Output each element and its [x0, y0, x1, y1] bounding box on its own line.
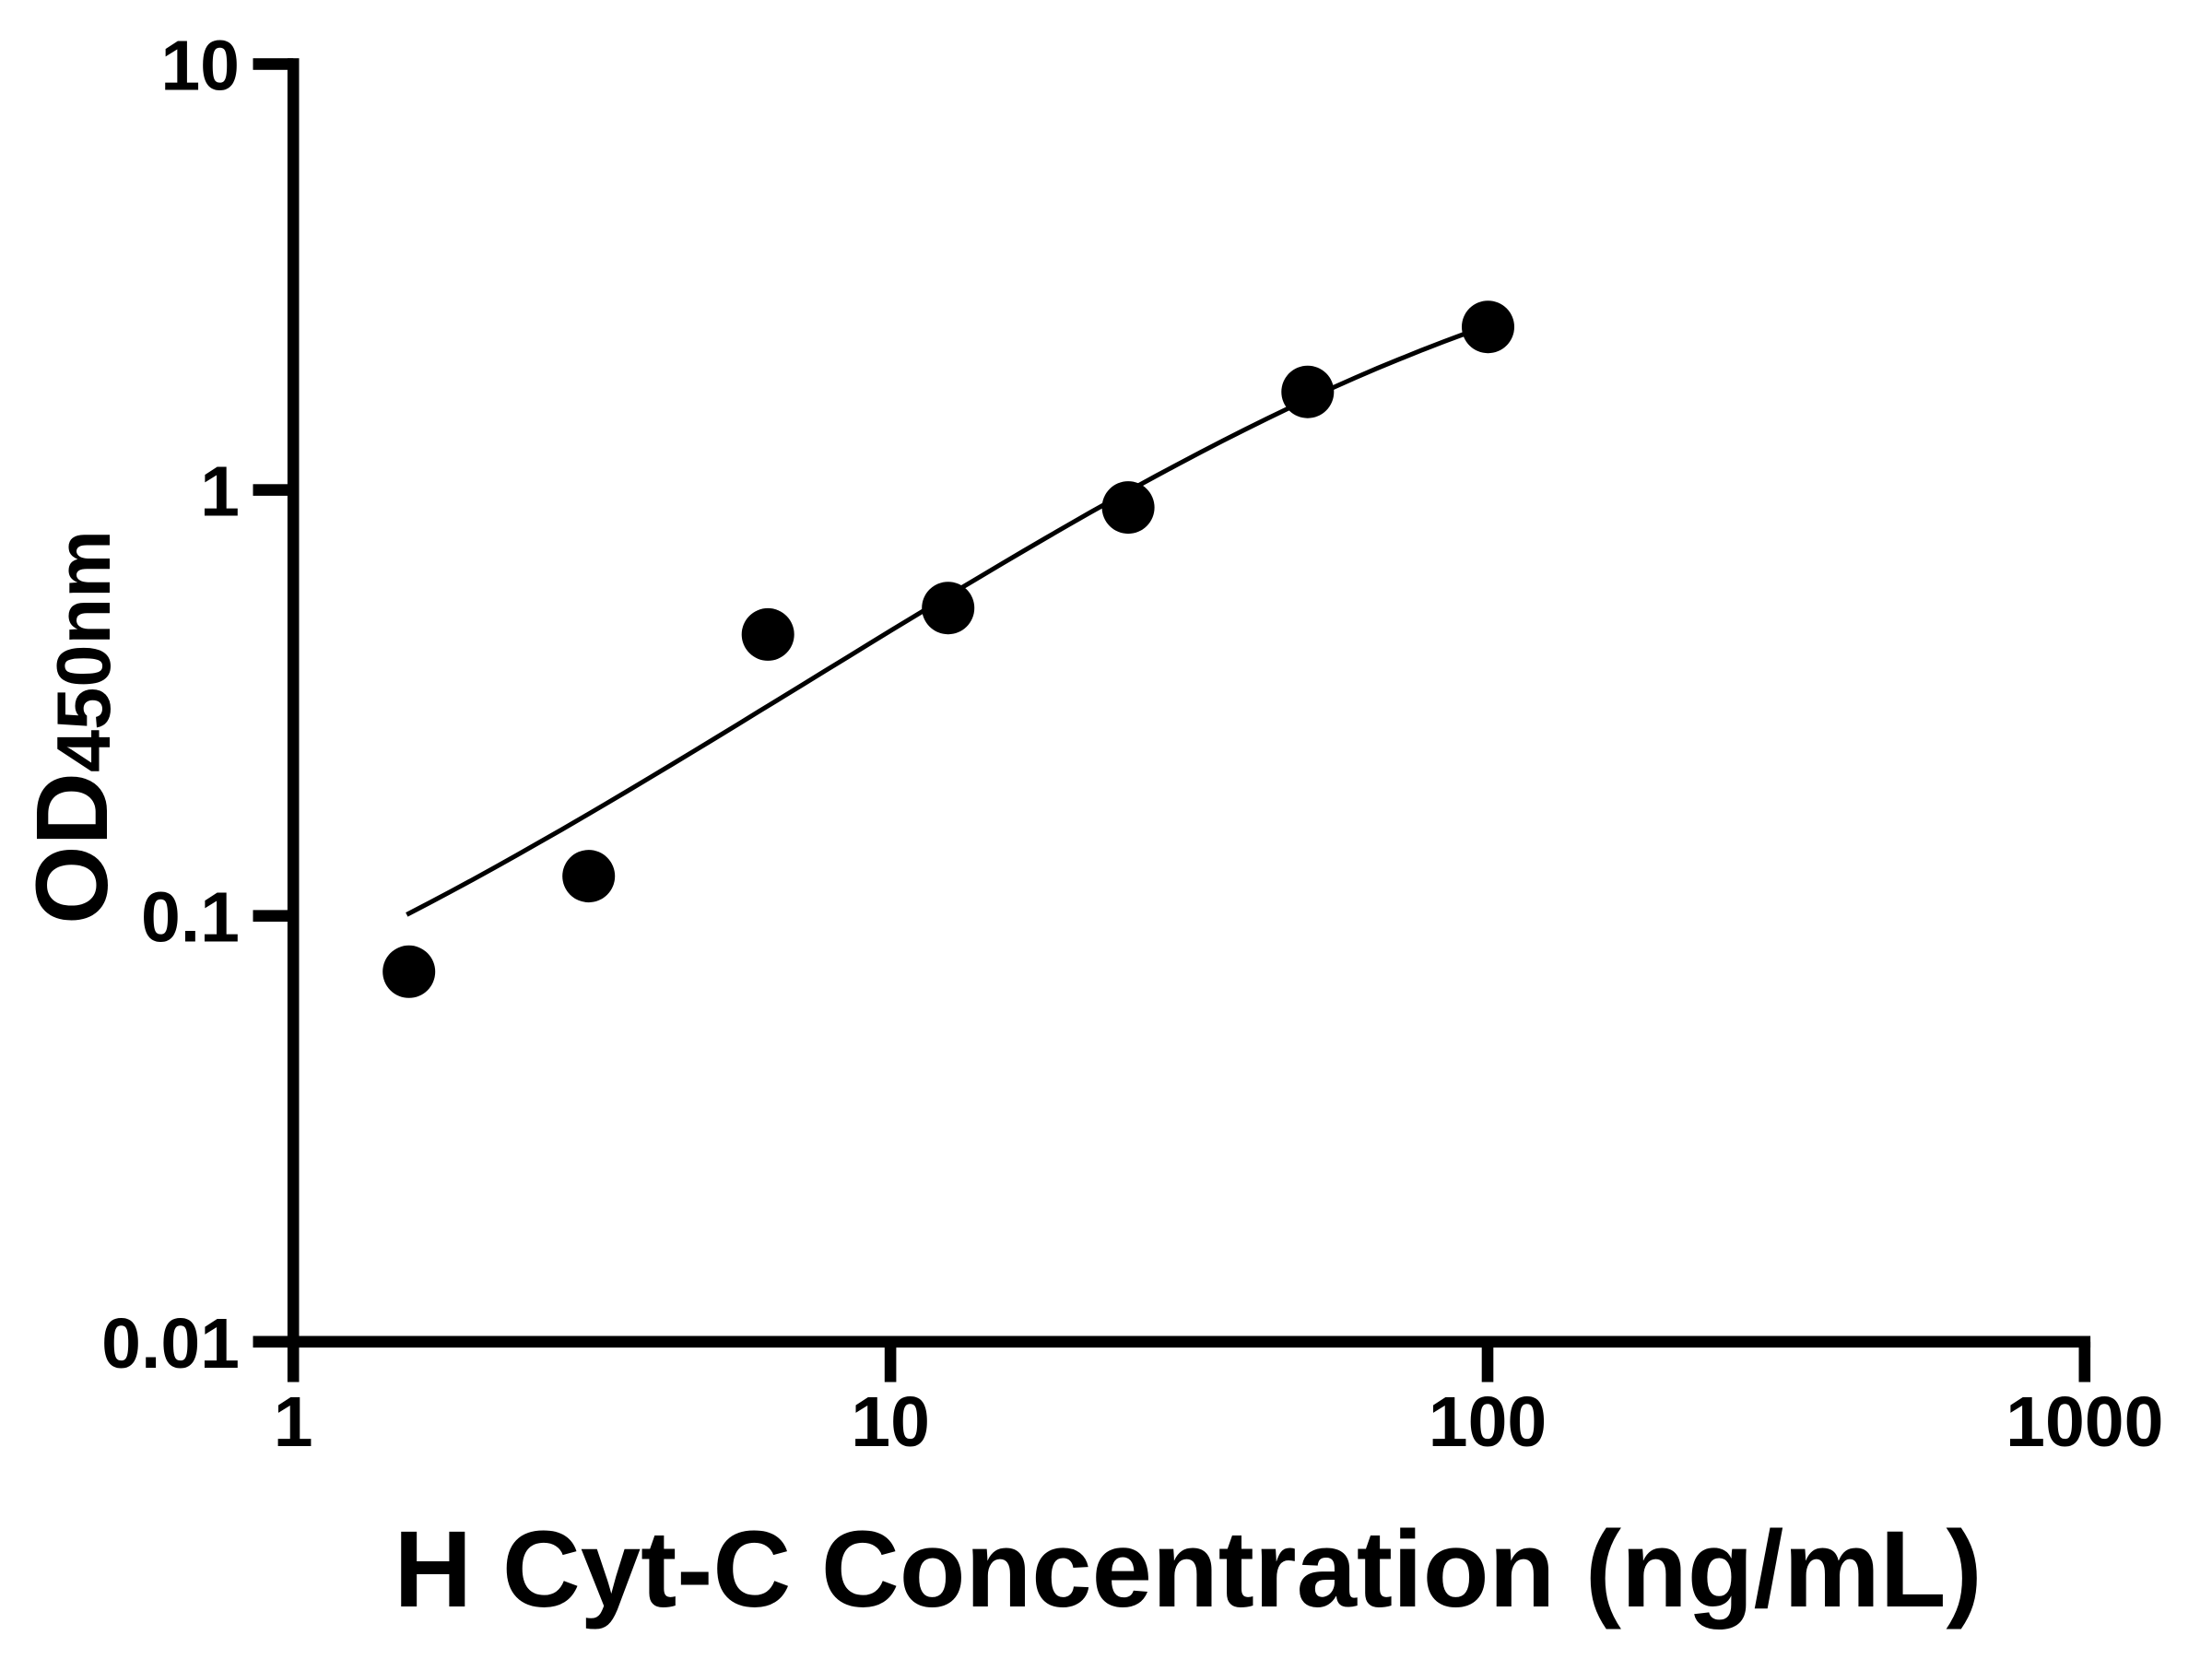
svg-text:1000: 1000: [2006, 1382, 2163, 1462]
svg-text:H Cyt-C Concentration (ng/mL): H Cyt-C Concentration (ng/mL): [394, 1509, 1982, 1630]
svg-text:10: 10: [160, 27, 240, 106]
svg-text:0.1: 0.1: [141, 878, 240, 958]
svg-text:0.01: 0.01: [101, 1304, 240, 1383]
svg-text:100: 100: [1429, 1382, 1547, 1462]
svg-text:OD450nm: OD450nm: [16, 530, 129, 924]
svg-text:10: 10: [851, 1382, 930, 1462]
svg-text:1: 1: [200, 453, 240, 532]
svg-text:1: 1: [274, 1382, 313, 1462]
